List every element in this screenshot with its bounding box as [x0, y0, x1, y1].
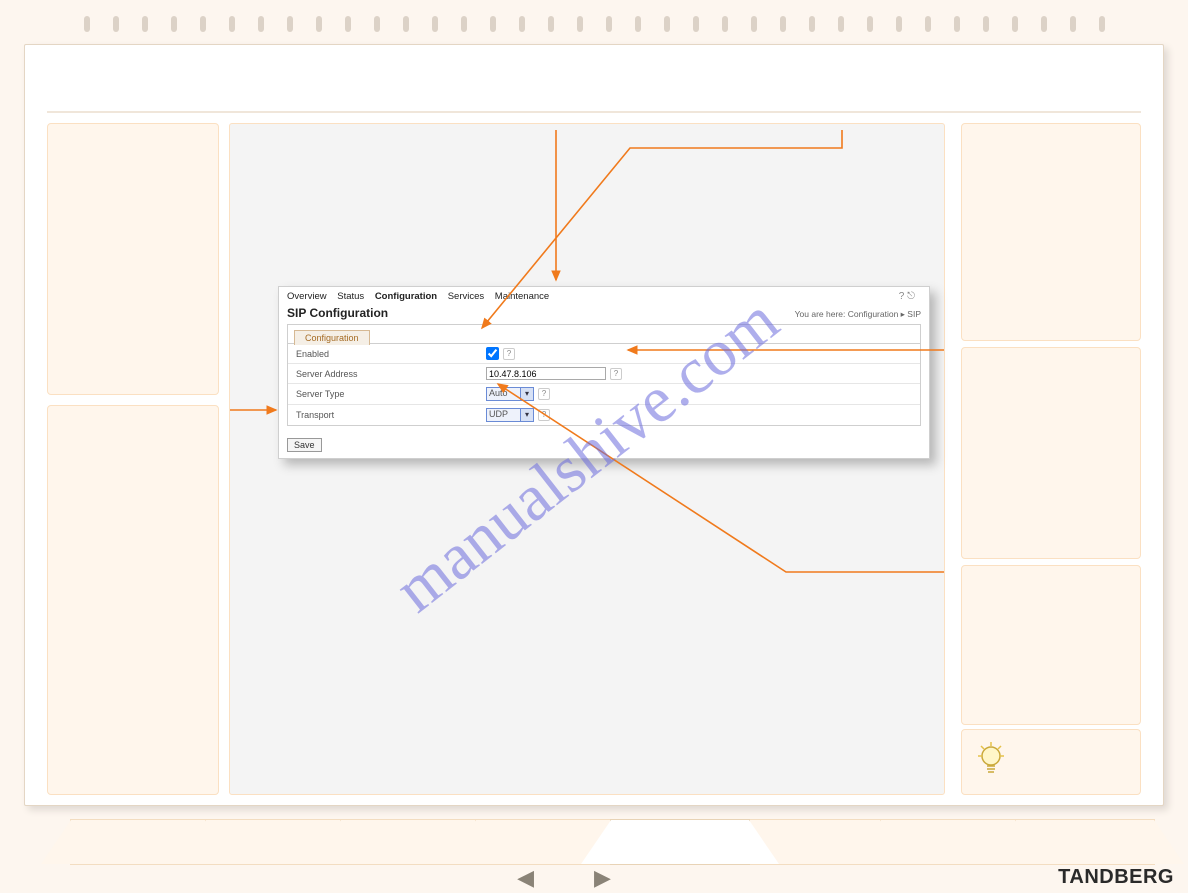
config-header-icons: ? ⎋: [899, 291, 915, 302]
binding-hole: [867, 16, 873, 32]
binding-hole: [954, 16, 960, 32]
menu-status[interactable]: Status: [337, 291, 364, 302]
config-tab[interactable]: Configuration: [294, 330, 370, 345]
right-annotation-panel: [961, 123, 1141, 341]
row-enabled: Enabled ?: [288, 344, 920, 364]
brand-logo: TANDBERG: [1058, 866, 1174, 889]
transport-select[interactable]: UDP ▾: [486, 408, 534, 422]
binding-hole: [1099, 16, 1105, 32]
binding-hole: [925, 16, 931, 32]
chevron-down-icon: ▾: [520, 409, 533, 421]
binding-hole: [577, 16, 583, 32]
binding-hole: [142, 16, 148, 32]
binding-hole: [258, 16, 264, 32]
row-server-type: Server Type Auto ▾ ?: [288, 384, 920, 405]
server-address-label: Server Address: [296, 369, 486, 379]
enabled-label: Enabled: [296, 349, 486, 359]
row-server-address: Server Address ?: [288, 364, 920, 384]
spiral-binding: [0, 16, 1188, 42]
binding-hole: [838, 16, 844, 32]
enabled-checkbox[interactable]: [486, 347, 499, 360]
left-annotation-panel: [47, 405, 219, 795]
config-menu: Overview Status Configuration Services M…: [279, 287, 929, 304]
binding-hole: [403, 16, 409, 32]
binding-hole: [548, 16, 554, 32]
binding-hole: [287, 16, 293, 32]
binding-hole: [896, 16, 902, 32]
tip-panel: [961, 729, 1141, 795]
binding-hole: [316, 16, 322, 32]
binding-hole: [461, 16, 467, 32]
binding-hole: [1041, 16, 1047, 32]
menu-overview[interactable]: Overview: [287, 291, 327, 302]
left-annotation-panel: [47, 123, 219, 395]
config-title: SIP Configuration: [287, 306, 388, 320]
binding-hole: [780, 16, 786, 32]
binding-hole: [171, 16, 177, 32]
binding-hole: [490, 16, 496, 32]
page-header-divider: [47, 111, 1141, 113]
save-button[interactable]: Save: [287, 438, 322, 452]
binding-hole: [229, 16, 235, 32]
binding-hole: [1012, 16, 1018, 32]
bottom-tab-strip: ◀▶ TANDBERG: [0, 809, 1188, 893]
binding-hole: [983, 16, 989, 32]
binding-hole: [606, 16, 612, 32]
binding-hole: [635, 16, 641, 32]
binding-hole: [809, 16, 815, 32]
help-icon[interactable]: ?: [538, 388, 550, 400]
help-icon[interactable]: ?: [610, 368, 622, 380]
binding-hole: [200, 16, 206, 32]
binding-hole: [374, 16, 380, 32]
config-body: Configuration Enabled ? Server Address ?…: [287, 324, 921, 426]
transport-label: Transport: [296, 410, 486, 420]
annotation-arrows: [230, 124, 944, 794]
binding-hole: [664, 16, 670, 32]
chevron-down-icon: ▾: [520, 388, 533, 400]
server-type-label: Server Type: [296, 389, 486, 399]
lightbulb-icon: [974, 740, 1008, 780]
section-tab[interactable]: [610, 819, 750, 865]
right-annotation-panel: [961, 565, 1141, 725]
section-tab[interactable]: [1015, 819, 1155, 865]
binding-hole: [1070, 16, 1076, 32]
binding-hole: [519, 16, 525, 32]
binding-hole: [722, 16, 728, 32]
breadcrumb: You are here: Configuration ▸ SIP: [795, 309, 921, 320]
right-annotation-panel: [961, 347, 1141, 559]
binding-hole: [751, 16, 757, 32]
binding-hole: [113, 16, 119, 32]
sip-config-window: Overview Status Configuration Services M…: [278, 286, 930, 459]
row-transport: Transport UDP ▾ ?: [288, 405, 920, 425]
center-illustration-area: Overview Status Configuration Services M…: [229, 123, 945, 795]
menu-configuration[interactable]: Configuration: [375, 291, 437, 302]
manual-page: Overview Status Configuration Services M…: [24, 44, 1164, 806]
help-icon[interactable]: ?: [503, 348, 515, 360]
menu-services[interactable]: Services: [448, 291, 484, 302]
server-address-input[interactable]: [486, 367, 606, 380]
menu-maintenance[interactable]: Maintenance: [495, 291, 549, 302]
page-nav-arrows[interactable]: ◀▶: [0, 865, 1188, 891]
binding-hole: [693, 16, 699, 32]
binding-hole: [345, 16, 351, 32]
binding-hole: [84, 16, 90, 32]
server-type-select[interactable]: Auto ▾: [486, 387, 534, 401]
binding-hole: [432, 16, 438, 32]
help-icon[interactable]: ?: [538, 409, 550, 421]
